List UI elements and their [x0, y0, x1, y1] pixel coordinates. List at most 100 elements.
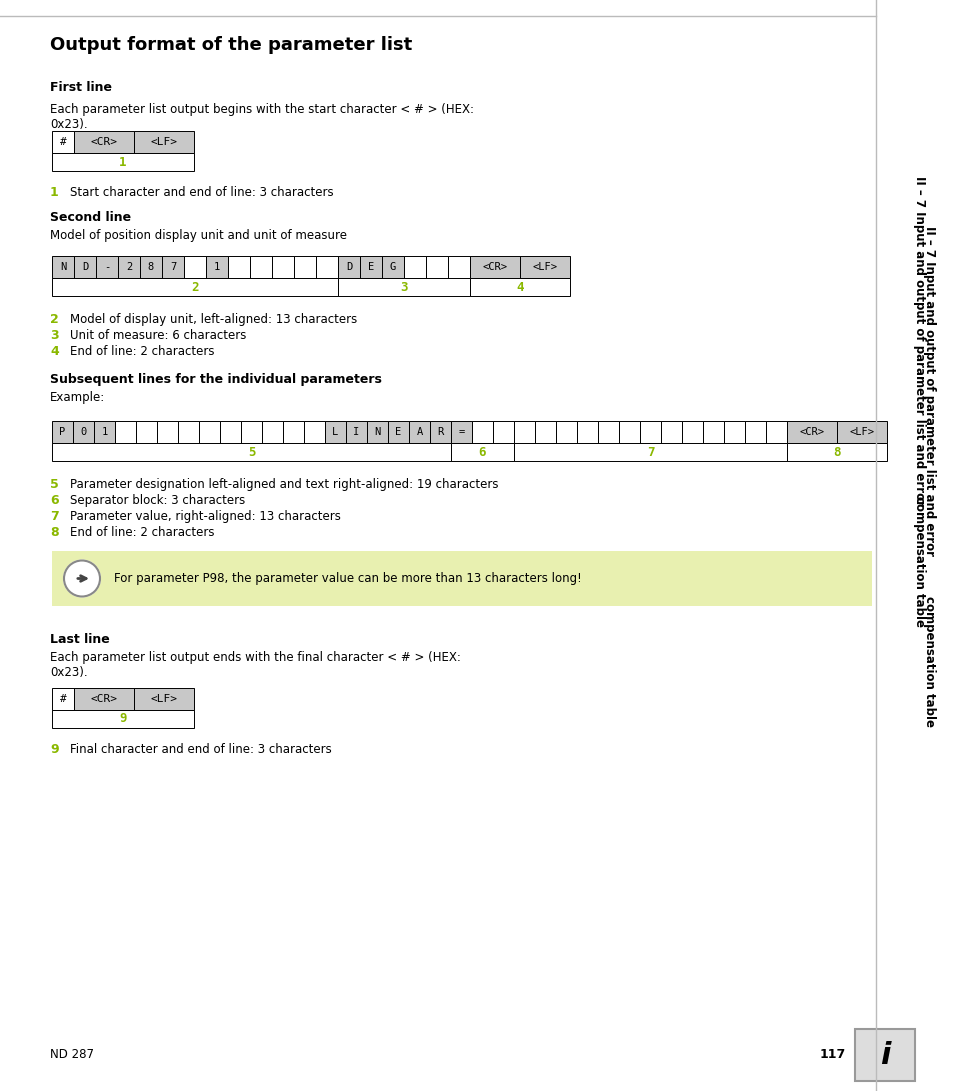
Text: N: N — [374, 427, 380, 437]
Text: <LF>: <LF> — [151, 694, 177, 704]
Text: 7: 7 — [50, 509, 59, 523]
Text: L: L — [332, 427, 338, 437]
Text: 1: 1 — [101, 427, 108, 437]
Text: <LF>: <LF> — [848, 427, 874, 437]
Bar — [598, 421, 618, 443]
Text: Start character and end of line: 3 characters: Start character and end of line: 3 chara… — [70, 185, 334, 199]
Text: Last line: Last line — [50, 633, 110, 646]
Text: G: G — [390, 262, 395, 272]
Text: 117: 117 — [820, 1048, 845, 1062]
Text: 1: 1 — [119, 156, 127, 168]
Text: <LF>: <LF> — [532, 262, 557, 272]
Text: Output format of the parameter list: Output format of the parameter list — [50, 36, 412, 53]
Bar — [786, 421, 836, 443]
Bar — [73, 421, 94, 443]
Text: 3: 3 — [50, 329, 58, 341]
Text: -: - — [104, 262, 110, 272]
Bar — [74, 256, 96, 278]
Bar — [178, 421, 199, 443]
Text: Second line: Second line — [50, 211, 131, 224]
Bar — [74, 688, 133, 710]
Text: 7: 7 — [646, 445, 654, 458]
Text: 6: 6 — [50, 494, 58, 507]
Bar — [96, 256, 118, 278]
Bar — [115, 421, 136, 443]
Bar — [337, 256, 359, 278]
Text: compensation table: compensation table — [923, 596, 936, 727]
Text: 7: 7 — [170, 262, 176, 272]
Text: II – 7 Input and output of parameter list and error: II – 7 Input and output of parameter lis… — [913, 176, 925, 506]
Bar — [52, 278, 337, 296]
Bar — [470, 256, 519, 278]
Text: 2: 2 — [50, 313, 59, 326]
Text: compensation table: compensation table — [913, 495, 925, 626]
Text: ND 287: ND 287 — [50, 1048, 94, 1062]
Bar — [854, 1029, 914, 1081]
Bar — [577, 421, 598, 443]
Text: Parameter designation left-aligned and text right-aligned: 19 characters: Parameter designation left-aligned and t… — [70, 478, 498, 491]
Text: <CR>: <CR> — [91, 694, 117, 704]
Text: <LF>: <LF> — [151, 137, 177, 147]
Bar — [220, 421, 241, 443]
Bar — [162, 256, 184, 278]
Bar — [660, 421, 681, 443]
Text: Example:: Example: — [50, 391, 105, 404]
Text: Model of display unit, left-aligned: 13 characters: Model of display unit, left-aligned: 13 … — [70, 313, 356, 326]
Text: D: D — [82, 262, 88, 272]
Text: E: E — [395, 427, 401, 437]
Text: R: R — [436, 427, 443, 437]
Bar — [493, 421, 514, 443]
Bar — [52, 256, 74, 278]
Text: #: # — [60, 694, 67, 704]
Text: 9: 9 — [50, 743, 58, 756]
Bar — [451, 421, 472, 443]
Bar — [618, 421, 639, 443]
Bar — [118, 256, 140, 278]
Bar — [283, 421, 304, 443]
Bar — [241, 421, 262, 443]
Bar — [206, 256, 228, 278]
Text: 6: 6 — [478, 445, 486, 458]
Text: 2: 2 — [126, 262, 132, 272]
Bar — [639, 421, 660, 443]
Bar — [448, 256, 470, 278]
Bar — [315, 256, 337, 278]
Bar — [74, 131, 133, 153]
Bar — [325, 421, 346, 443]
Bar — [430, 421, 451, 443]
Text: Each parameter list output begins with the start character < # > (HEX:
0x23).: Each parameter list output begins with t… — [50, 103, 474, 131]
Bar — [388, 421, 409, 443]
Bar — [52, 131, 74, 153]
Bar — [702, 421, 723, 443]
Bar — [140, 256, 162, 278]
Bar — [337, 278, 470, 296]
Bar — [426, 256, 448, 278]
Circle shape — [64, 561, 100, 597]
Bar — [52, 710, 193, 728]
Bar — [199, 421, 220, 443]
Bar — [409, 421, 430, 443]
Text: #: # — [60, 137, 67, 147]
Bar — [133, 688, 193, 710]
Bar — [723, 421, 744, 443]
Text: i: i — [879, 1041, 889, 1069]
Bar — [451, 443, 514, 461]
Bar — [184, 256, 206, 278]
Bar — [346, 421, 367, 443]
Text: D: D — [346, 262, 352, 272]
Text: II – 7 Input and output of parameter list and error: II – 7 Input and output of parameter lis… — [923, 226, 936, 556]
Text: Parameter value, right-aligned: 13 characters: Parameter value, right-aligned: 13 chara… — [70, 509, 340, 523]
Text: <CR>: <CR> — [799, 427, 823, 437]
Text: 4: 4 — [516, 280, 523, 293]
Bar — [294, 256, 315, 278]
Text: =: = — [457, 427, 464, 437]
Bar — [514, 421, 535, 443]
Text: Model of position display unit and unit of measure: Model of position display unit and unit … — [50, 229, 347, 242]
Bar — [52, 443, 451, 461]
Bar — [367, 421, 388, 443]
Text: 4: 4 — [50, 345, 59, 358]
Text: <CR>: <CR> — [91, 137, 117, 147]
Bar — [133, 131, 193, 153]
Bar — [250, 256, 272, 278]
Bar — [744, 421, 765, 443]
